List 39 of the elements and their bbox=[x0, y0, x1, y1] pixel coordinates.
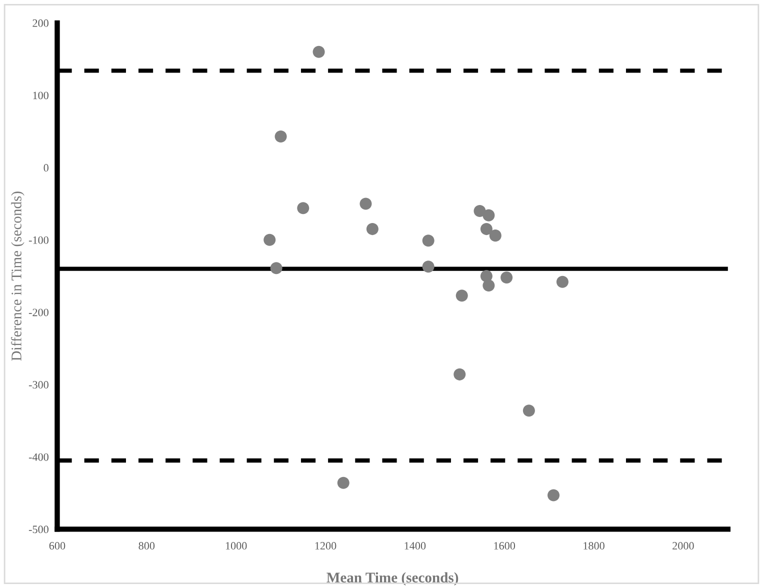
x-tick-label: 1200 bbox=[315, 542, 336, 550]
y-tick-label: 100 bbox=[33, 92, 48, 100]
point bbox=[422, 234, 434, 247]
point bbox=[474, 204, 486, 217]
point bbox=[297, 202, 310, 214]
point bbox=[482, 209, 495, 222]
y-tick-label: -500 bbox=[28, 526, 48, 534]
point bbox=[454, 368, 466, 380]
y-tick-label: -300 bbox=[28, 381, 48, 389]
point bbox=[422, 260, 434, 273]
point bbox=[548, 489, 560, 502]
x-tick-label: 1600 bbox=[494, 542, 516, 550]
x-tick-label: 800 bbox=[138, 542, 155, 550]
point bbox=[360, 198, 372, 210]
point bbox=[556, 276, 568, 288]
x-tick-label: 2000 bbox=[672, 542, 694, 550]
point bbox=[500, 272, 513, 284]
y-tick-label: -400 bbox=[28, 453, 48, 461]
x-tick-label: 1400 bbox=[404, 542, 426, 550]
point bbox=[522, 404, 535, 417]
y-tick-label: -200 bbox=[28, 308, 48, 316]
y-tick-label: 0 bbox=[44, 164, 48, 172]
point bbox=[489, 230, 502, 242]
y-tick-label: 200 bbox=[32, 19, 48, 27]
y-tick-label: -100 bbox=[28, 236, 48, 244]
x-tick-label: 1000 bbox=[226, 542, 247, 550]
x-tick-label: 600 bbox=[49, 542, 66, 550]
point bbox=[274, 130, 287, 142]
y-axis-title: Difference in Time (seconds) bbox=[10, 192, 24, 361]
point bbox=[312, 46, 325, 58]
x-axis-title: Mean Time (seconds) bbox=[326, 572, 458, 586]
x-tick-label: 1800 bbox=[584, 542, 604, 550]
point bbox=[337, 476, 350, 489]
point bbox=[482, 279, 495, 292]
point bbox=[366, 223, 378, 236]
point bbox=[456, 290, 468, 302]
point bbox=[270, 262, 282, 274]
point bbox=[264, 234, 276, 246]
point bbox=[480, 223, 492, 236]
